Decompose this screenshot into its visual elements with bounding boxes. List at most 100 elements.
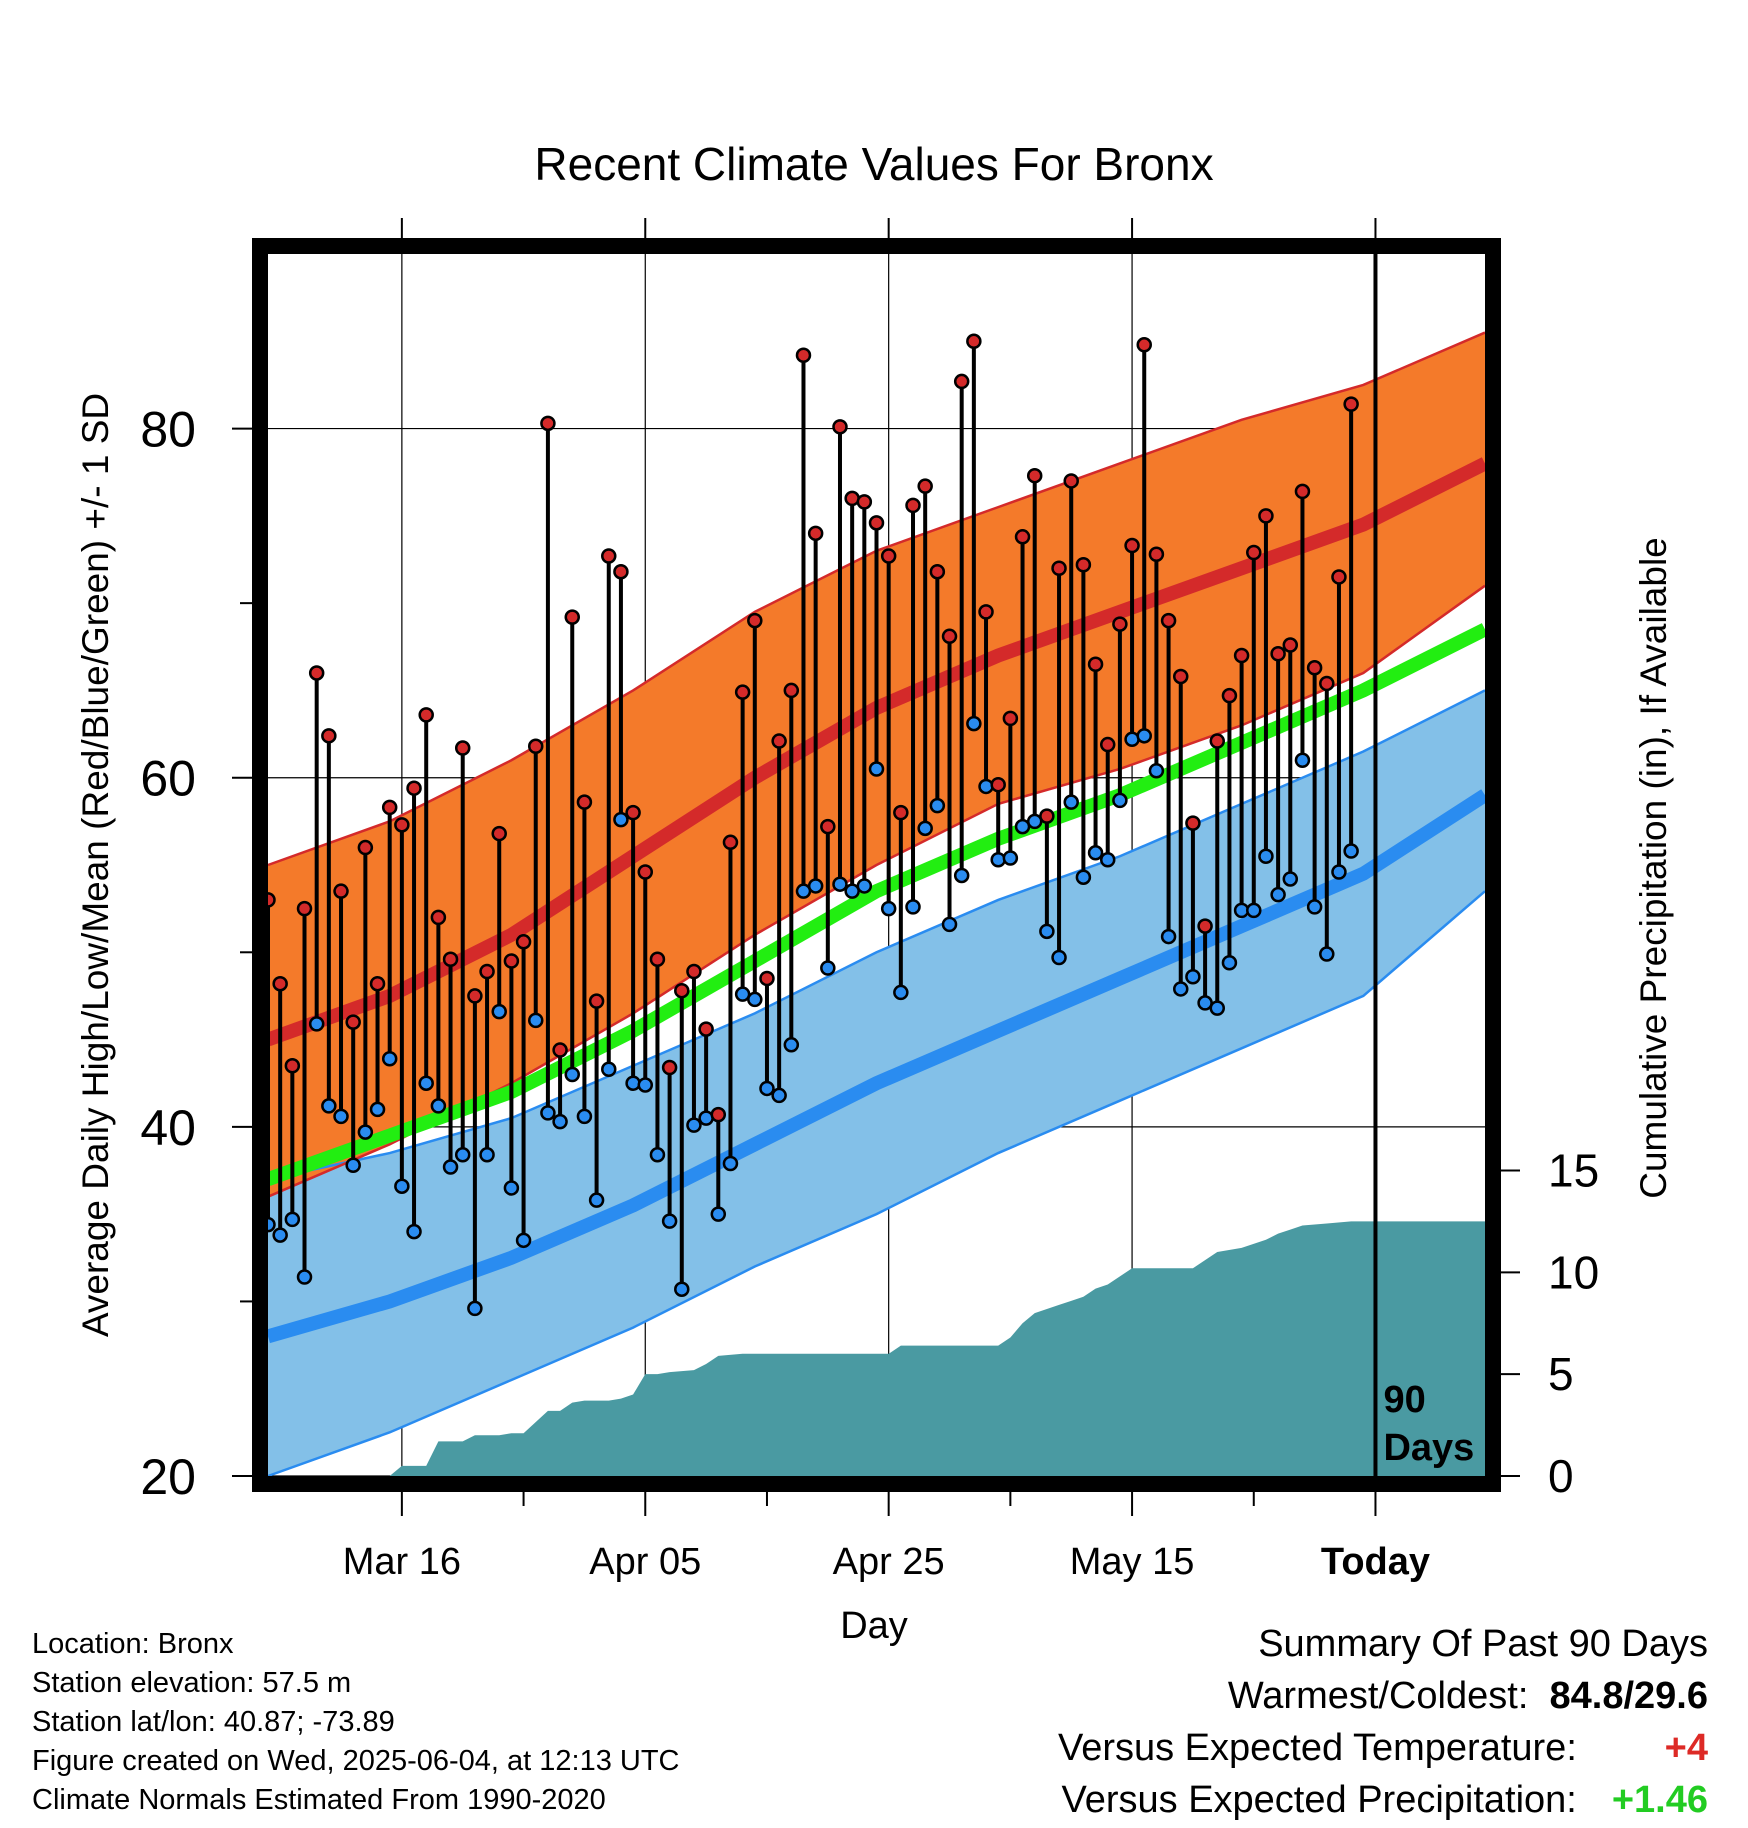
daily-low-point-10 [381,1051,398,1067]
plot-frame [252,238,1501,1492]
daily-high-point-30 [625,804,641,821]
daily-high-point-79 [1221,687,1238,704]
daily-low-point-84 [1282,871,1299,887]
daily-high-point-77 [1197,918,1213,934]
today-marker: 90 Days [1373,254,1474,1476]
daily-high-point-11 [394,817,410,833]
x-axis-label: Day [840,1605,908,1647]
daily-low-point-81 [1246,902,1262,919]
info-normals: Climate Normals Estimated From 1990-2020 [32,1784,606,1816]
today-annotation-0: 90 [1383,1379,1425,1421]
daily-high-point-5 [321,728,337,744]
daily-low-point-16 [454,1147,471,1163]
daily-low-point-5 [321,1098,337,1114]
info-latlon: Station lat/lon: 40.87; -73.89 [32,1706,395,1738]
daily-high-point-55 [929,563,946,580]
daily-low-point-86 [1306,899,1323,915]
daily-high-point-73 [1148,546,1165,563]
info-location: Location: Bronx [32,1628,234,1660]
daily-low-point-14 [430,1098,447,1114]
daily-low-point-76 [1185,968,1201,985]
daily-high-point-43 [783,682,800,699]
daily-high-point-72 [1136,337,1152,353]
daily-high-point-59 [978,604,994,620]
daily-low-point-53 [905,899,921,915]
daily-low-point-85 [1294,752,1311,769]
daily-low-point-38 [722,1155,739,1172]
y-tick-label-1: 40 [140,1100,196,1156]
daily-low-point-79 [1221,955,1238,971]
daily-low-point-8 [357,1124,374,1140]
daily-low-point-11 [394,1178,410,1194]
y2-tick-label-3: 15 [1548,1145,1599,1197]
daily-low-point-15 [442,1159,459,1175]
daily-high-point-74 [1160,612,1177,629]
daily-low-point-17 [467,1300,483,1317]
daily-low-point-69 [1099,852,1116,868]
daily-high-point-85 [1294,483,1311,500]
daily-low-point-67 [1075,869,1092,885]
daily-low-point-25 [564,1066,580,1083]
daily-high-point-37 [710,1106,727,1123]
precip-value: +1.46 [1611,1779,1708,1821]
daily-high-point-14 [430,909,447,926]
daily-high-point-33 [661,1059,678,1076]
daily-high-point-10 [381,799,398,816]
daily-low-point-61 [1002,850,1019,866]
precip-cumulative-area [268,1221,1485,1476]
daily-low-point-46 [820,960,836,976]
daily-low-point-13 [418,1075,434,1091]
daily-low-point-56 [941,916,958,933]
daily-high-point-36 [698,1021,714,1037]
daily-low-point-26 [576,1108,593,1125]
daily-low-point-9 [369,1101,386,1118]
daily-high-point-52 [893,804,909,821]
daily-low-point-21 [515,1232,532,1249]
daily-high-point-67 [1075,556,1092,573]
daily-low-point-28 [601,1061,617,1077]
daily-high-point-32 [649,951,666,968]
daily-high-point-54 [917,478,933,494]
daily-low-point-29 [613,811,629,828]
daily-high-point-29 [613,563,629,580]
daily-high-point-60 [990,776,1006,793]
daily-low-point-83 [1270,886,1286,903]
x-tick-label-4: Today [1321,1541,1430,1583]
daily-low-point-58 [966,715,982,732]
chart-title: Recent Climate Values For Bronx [534,138,1213,190]
daily-high-point-13 [418,707,434,723]
daily-high-point-21 [515,934,532,950]
daily-high-point-68 [1087,656,1104,672]
daily-low-point-35 [686,1117,702,1133]
daily-low-point-18 [479,1147,495,1163]
daily-high-point-20 [503,953,520,969]
daily-low-point-47 [832,876,848,892]
daily-high-point-17 [467,988,483,1004]
daily-low-point-30 [625,1075,641,1091]
daily-high-point-2 [284,1058,301,1074]
daily-low-point-19 [491,1003,507,1020]
daily-low-point-57 [953,867,970,884]
daily-low-point-31 [637,1077,654,1093]
daily-high-point-46 [820,818,836,835]
daily-low-point-23 [540,1105,556,1121]
station-info: Location: Bronx Station elevation: 57.5 … [32,1625,680,1820]
daily-low-point-89 [1343,843,1359,859]
summary-warm-cold: Warmest/Coldest: 84.8/29.6 [1058,1670,1708,1722]
daily-low-point-34 [674,1281,690,1297]
daily-low-point-66 [1063,794,1079,810]
daily-low-point-7 [345,1157,361,1174]
daily-low-point-65 [1051,949,1067,966]
daily-low-point-6 [333,1108,349,1125]
daily-high-point-40 [747,612,763,629]
daily-high-point-4 [308,665,325,681]
x-tick-label-3: May 15 [1070,1541,1195,1583]
y2-tick-label-2: 10 [1548,1246,1599,1298]
daily-low-point-70 [1112,792,1128,809]
y-tick-label-3: 80 [140,402,196,458]
daily-low-point-2 [284,1211,301,1228]
daily-stems [266,341,1354,1309]
warm-cold-value: 84.8/29.6 [1549,1675,1708,1717]
daily-high-point-15 [442,951,459,968]
y-axis-label: Average Daily High/Low/Mean (Red/Blue/Gr… [75,393,116,1337]
